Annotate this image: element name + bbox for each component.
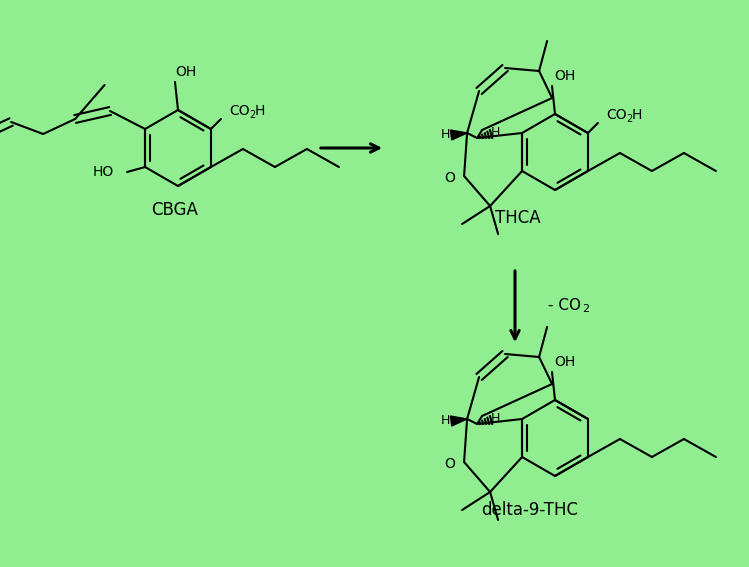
Text: O: O xyxy=(445,457,455,471)
Text: 2: 2 xyxy=(626,114,632,124)
Text: CO: CO xyxy=(229,104,249,118)
Text: OH: OH xyxy=(554,69,576,83)
Text: delta-9-THC: delta-9-THC xyxy=(482,501,578,519)
Text: CBGA: CBGA xyxy=(151,201,198,219)
Text: OH: OH xyxy=(554,355,576,369)
Text: 2: 2 xyxy=(249,110,255,120)
Text: 2: 2 xyxy=(582,304,589,314)
Text: HO: HO xyxy=(92,165,114,179)
Text: H: H xyxy=(491,413,500,425)
Polygon shape xyxy=(450,416,467,426)
Text: CO: CO xyxy=(606,108,626,122)
Text: H: H xyxy=(440,414,450,428)
Text: H: H xyxy=(632,108,643,122)
Text: H: H xyxy=(440,129,450,142)
Text: H: H xyxy=(255,104,265,118)
Polygon shape xyxy=(450,130,467,140)
Text: THCA: THCA xyxy=(495,209,541,227)
Text: OH: OH xyxy=(175,65,197,79)
Text: O: O xyxy=(445,171,455,185)
Text: H: H xyxy=(491,126,500,139)
Text: - CO: - CO xyxy=(548,298,581,312)
